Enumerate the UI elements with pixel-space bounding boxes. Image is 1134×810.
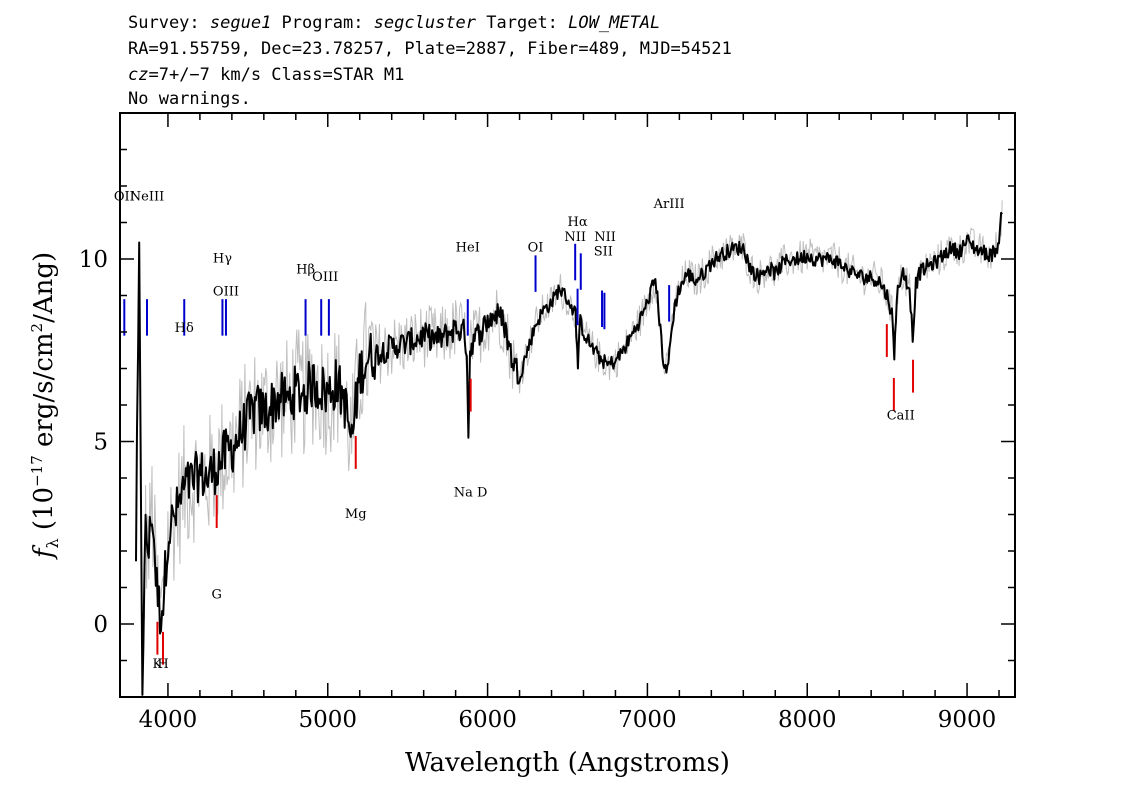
x-tick-label: 6000 [458,707,517,733]
header-text-part: =7+/−7 km/s Class=STAR M1 [148,65,404,85]
absorption-line-label: Na D [454,485,488,500]
emission-line-label: NeIII [130,190,164,205]
header-text-part: Target: [476,13,568,33]
emission-line-label: NII [594,230,616,245]
emission-line-label: HeI [456,241,480,256]
absorption-line-label: CaII [887,409,915,424]
emission-line-label: Hα [568,215,588,230]
axes: 4000 5000 6000 7000 8000 9000 0 5 10 [79,113,1015,733]
absorption-line-label: K [153,657,163,672]
ylabel-sq: 2 [28,323,46,333]
plot-content [123,200,1003,696]
x-tick-label: 7000 [618,707,677,733]
ylabel-mid: erg/s/cm [29,332,59,455]
x-tick-label: 4000 [139,707,198,733]
header: Survey: segue1 Program: segcluster Targe… [128,13,732,109]
header-text-part: Program: [271,13,373,33]
absorption-line-label: Mg [345,507,367,522]
header-text-part: cz [128,65,148,85]
emission-line-label: OI [528,241,544,256]
header-text-part: LOW_METAL [568,13,660,33]
y-tick-label: 10 [79,247,108,273]
emission-line-label: Hβ [296,263,315,278]
ylabel-lambda: λ [43,538,62,548]
emission-line-label: NII [564,230,586,245]
y-tick-label: 0 [93,612,108,638]
header-text-part: Survey: [128,13,210,33]
y-axis-title: fλ (10−17 erg/s/cm2/Ang) [28,252,62,560]
header-coords-line: RA=91.55759, Dec=23.78257, Plate=2887, F… [128,39,732,59]
x-tick-label: 9000 [938,707,997,733]
x-tick-label: 8000 [778,707,837,733]
header-warnings-line: No warnings. [128,89,251,109]
header-redshift-line: cz=7+/−7 km/s Class=STAR M1 [128,65,404,85]
emission-line-label: Hγ [213,252,232,267]
x-tick-label: 5000 [298,707,357,733]
flux-series-line [135,211,1003,696]
absorption-line-label: G [211,587,221,602]
header-text-part: segue1 [210,13,271,33]
ylabel-exp: −17 [28,455,46,487]
ylabel-post: /Ang) [29,252,59,323]
header-text-part: segcluster [374,13,477,33]
y-tick-label: 5 [93,430,108,456]
header-survey-line: Survey: segue1 Program: segcluster Targe… [128,13,660,33]
emission-line-label: SII [594,244,613,259]
emission-line-label: OIII [213,285,239,300]
ylabel-pre: (10 [29,487,59,539]
absorption-line-label: H [157,657,168,672]
emission-line-label: OIII [312,270,338,285]
emission-line-label: Hδ [175,321,194,336]
emission-line-label: ArIII [653,197,685,212]
x-axis-title: Wavelength (Angstroms) [405,748,730,778]
